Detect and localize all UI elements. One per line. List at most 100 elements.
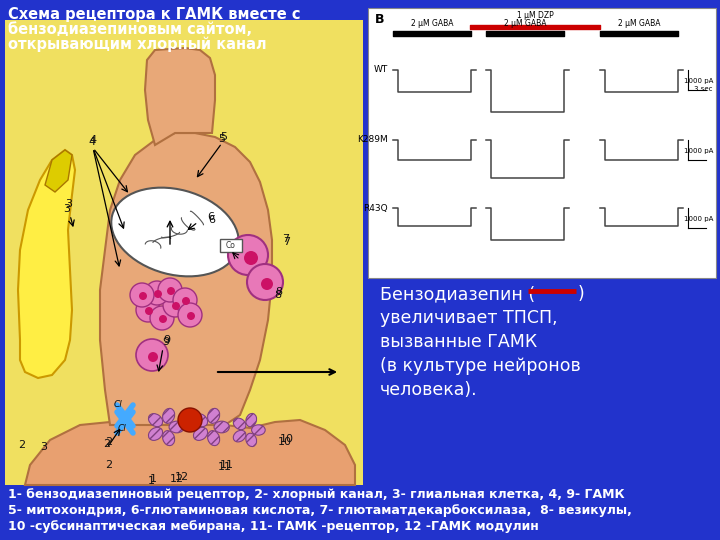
Text: 10: 10: [280, 434, 294, 444]
Text: 5: 5: [220, 132, 227, 142]
Text: 1: 1: [148, 476, 155, 486]
Bar: [368, 8, 716, 278]
Text: B: B: [375, 13, 384, 26]
Text: 1 μM DZP: 1 μM DZP: [517, 11, 554, 20]
Circle shape: [163, 293, 187, 317]
Ellipse shape: [148, 427, 163, 441]
Text: 5: 5: [218, 134, 225, 144]
Text: 12: 12: [175, 472, 189, 482]
Text: 2: 2: [105, 460, 112, 470]
Text: 4: 4: [88, 137, 95, 147]
Circle shape: [136, 339, 168, 371]
Circle shape: [187, 312, 195, 320]
Text: 4: 4: [89, 135, 96, 145]
Text: 9: 9: [163, 335, 170, 345]
Circle shape: [173, 288, 197, 312]
Text: Схема рецептора к ГАМК вместе с: Схема рецептора к ГАМК вместе с: [8, 7, 300, 22]
Text: Бензодиазепин (: Бензодиазепин (: [380, 285, 535, 303]
Text: 2 μM GABA: 2 μM GABA: [618, 19, 660, 28]
Text: 10: 10: [278, 437, 292, 447]
Text: 6: 6: [208, 215, 215, 225]
Text: (в культуре нейронов: (в культуре нейронов: [380, 357, 581, 375]
Text: 3: 3: [40, 442, 47, 452]
Text: 2 μM GABA: 2 μM GABA: [504, 19, 546, 28]
Circle shape: [244, 251, 258, 265]
Circle shape: [182, 297, 190, 305]
Text: 1000 pA: 1000 pA: [683, 216, 713, 222]
Ellipse shape: [194, 427, 207, 441]
Text: открывающим хлорный канал: открывающим хлорный канал: [8, 37, 266, 52]
Ellipse shape: [246, 433, 256, 447]
Text: 2 μM GABA: 2 μM GABA: [410, 19, 454, 28]
Text: 1000 pA: 1000 pA: [683, 78, 713, 84]
Text: K289M: K289M: [357, 136, 388, 145]
Circle shape: [136, 298, 160, 322]
Bar: [5, 20, 363, 485]
Text: 1000 pA: 1000 pA: [683, 148, 713, 154]
Polygon shape: [18, 150, 75, 378]
Polygon shape: [45, 150, 72, 192]
Circle shape: [167, 287, 175, 295]
Circle shape: [145, 281, 169, 305]
Ellipse shape: [163, 408, 175, 423]
Polygon shape: [25, 415, 355, 485]
Circle shape: [150, 306, 174, 330]
Circle shape: [159, 315, 167, 323]
Circle shape: [148, 352, 158, 362]
Ellipse shape: [251, 425, 265, 435]
Text: 8: 8: [275, 287, 282, 297]
Circle shape: [158, 278, 182, 302]
Circle shape: [178, 408, 202, 432]
Text: Cl: Cl: [118, 424, 127, 433]
Text: бензодиазепиновым сайтом,: бензодиазепиновым сайтом,: [8, 22, 252, 37]
Text: 1- бензодиазепиновый рецептор, 2- хлорный канал, 3- глиальная клетка, 4, 9- ГАМК: 1- бензодиазепиновый рецептор, 2- хлорны…: [8, 488, 625, 501]
Text: 11: 11: [220, 460, 234, 470]
Text: 3: 3: [65, 199, 72, 209]
Text: вызванные ГАМК: вызванные ГАМК: [380, 333, 537, 351]
Circle shape: [247, 264, 283, 300]
Ellipse shape: [148, 414, 163, 427]
Ellipse shape: [214, 421, 230, 433]
Bar: [220, 239, 242, 252]
Ellipse shape: [207, 430, 220, 445]
Text: 9: 9: [162, 337, 169, 347]
Circle shape: [139, 292, 147, 300]
Circle shape: [178, 303, 202, 327]
Text: ): ): [578, 285, 585, 303]
Ellipse shape: [112, 187, 239, 276]
Text: 12: 12: [170, 474, 184, 484]
Ellipse shape: [207, 408, 220, 423]
Circle shape: [261, 278, 273, 290]
Text: R43Q: R43Q: [364, 204, 388, 213]
Polygon shape: [145, 48, 215, 145]
Ellipse shape: [194, 414, 207, 427]
Text: 2: 2: [105, 437, 112, 447]
Circle shape: [228, 235, 268, 275]
Ellipse shape: [233, 430, 246, 442]
Polygon shape: [100, 133, 272, 425]
Text: 7: 7: [282, 234, 289, 244]
Text: 3: 3: [63, 204, 70, 214]
Text: 10 -субсинаптическая мебирана, 11- ГАМК -рецептор, 12 -ГАМК модулин: 10 -субсинаптическая мебирана, 11- ГАМК …: [8, 520, 539, 533]
Ellipse shape: [169, 421, 184, 433]
Text: 3 sec: 3 sec: [695, 86, 713, 92]
Ellipse shape: [233, 418, 246, 430]
Text: 5- митохондрия, 6-глютаминовая кислота, 7- глютаматдекарбоксилаза,  8- везикулы,: 5- митохондрия, 6-глютаминовая кислота, …: [8, 504, 632, 517]
Text: 1: 1: [150, 474, 157, 484]
Ellipse shape: [163, 430, 175, 445]
Text: человека).: человека).: [380, 381, 477, 399]
Text: Cl: Cl: [114, 400, 122, 409]
Text: WT: WT: [374, 65, 388, 75]
Text: 6: 6: [207, 212, 214, 222]
Text: 7: 7: [283, 237, 290, 247]
Circle shape: [130, 283, 154, 307]
Text: Co: Co: [226, 240, 236, 249]
Text: 2: 2: [103, 439, 110, 449]
Circle shape: [172, 302, 180, 310]
Text: 8: 8: [274, 290, 281, 300]
Text: 11: 11: [218, 462, 232, 472]
Circle shape: [145, 307, 153, 315]
Text: увеличивает ТПСП,: увеличивает ТПСП,: [380, 309, 557, 327]
Text: 2: 2: [18, 440, 25, 450]
Ellipse shape: [246, 414, 256, 427]
